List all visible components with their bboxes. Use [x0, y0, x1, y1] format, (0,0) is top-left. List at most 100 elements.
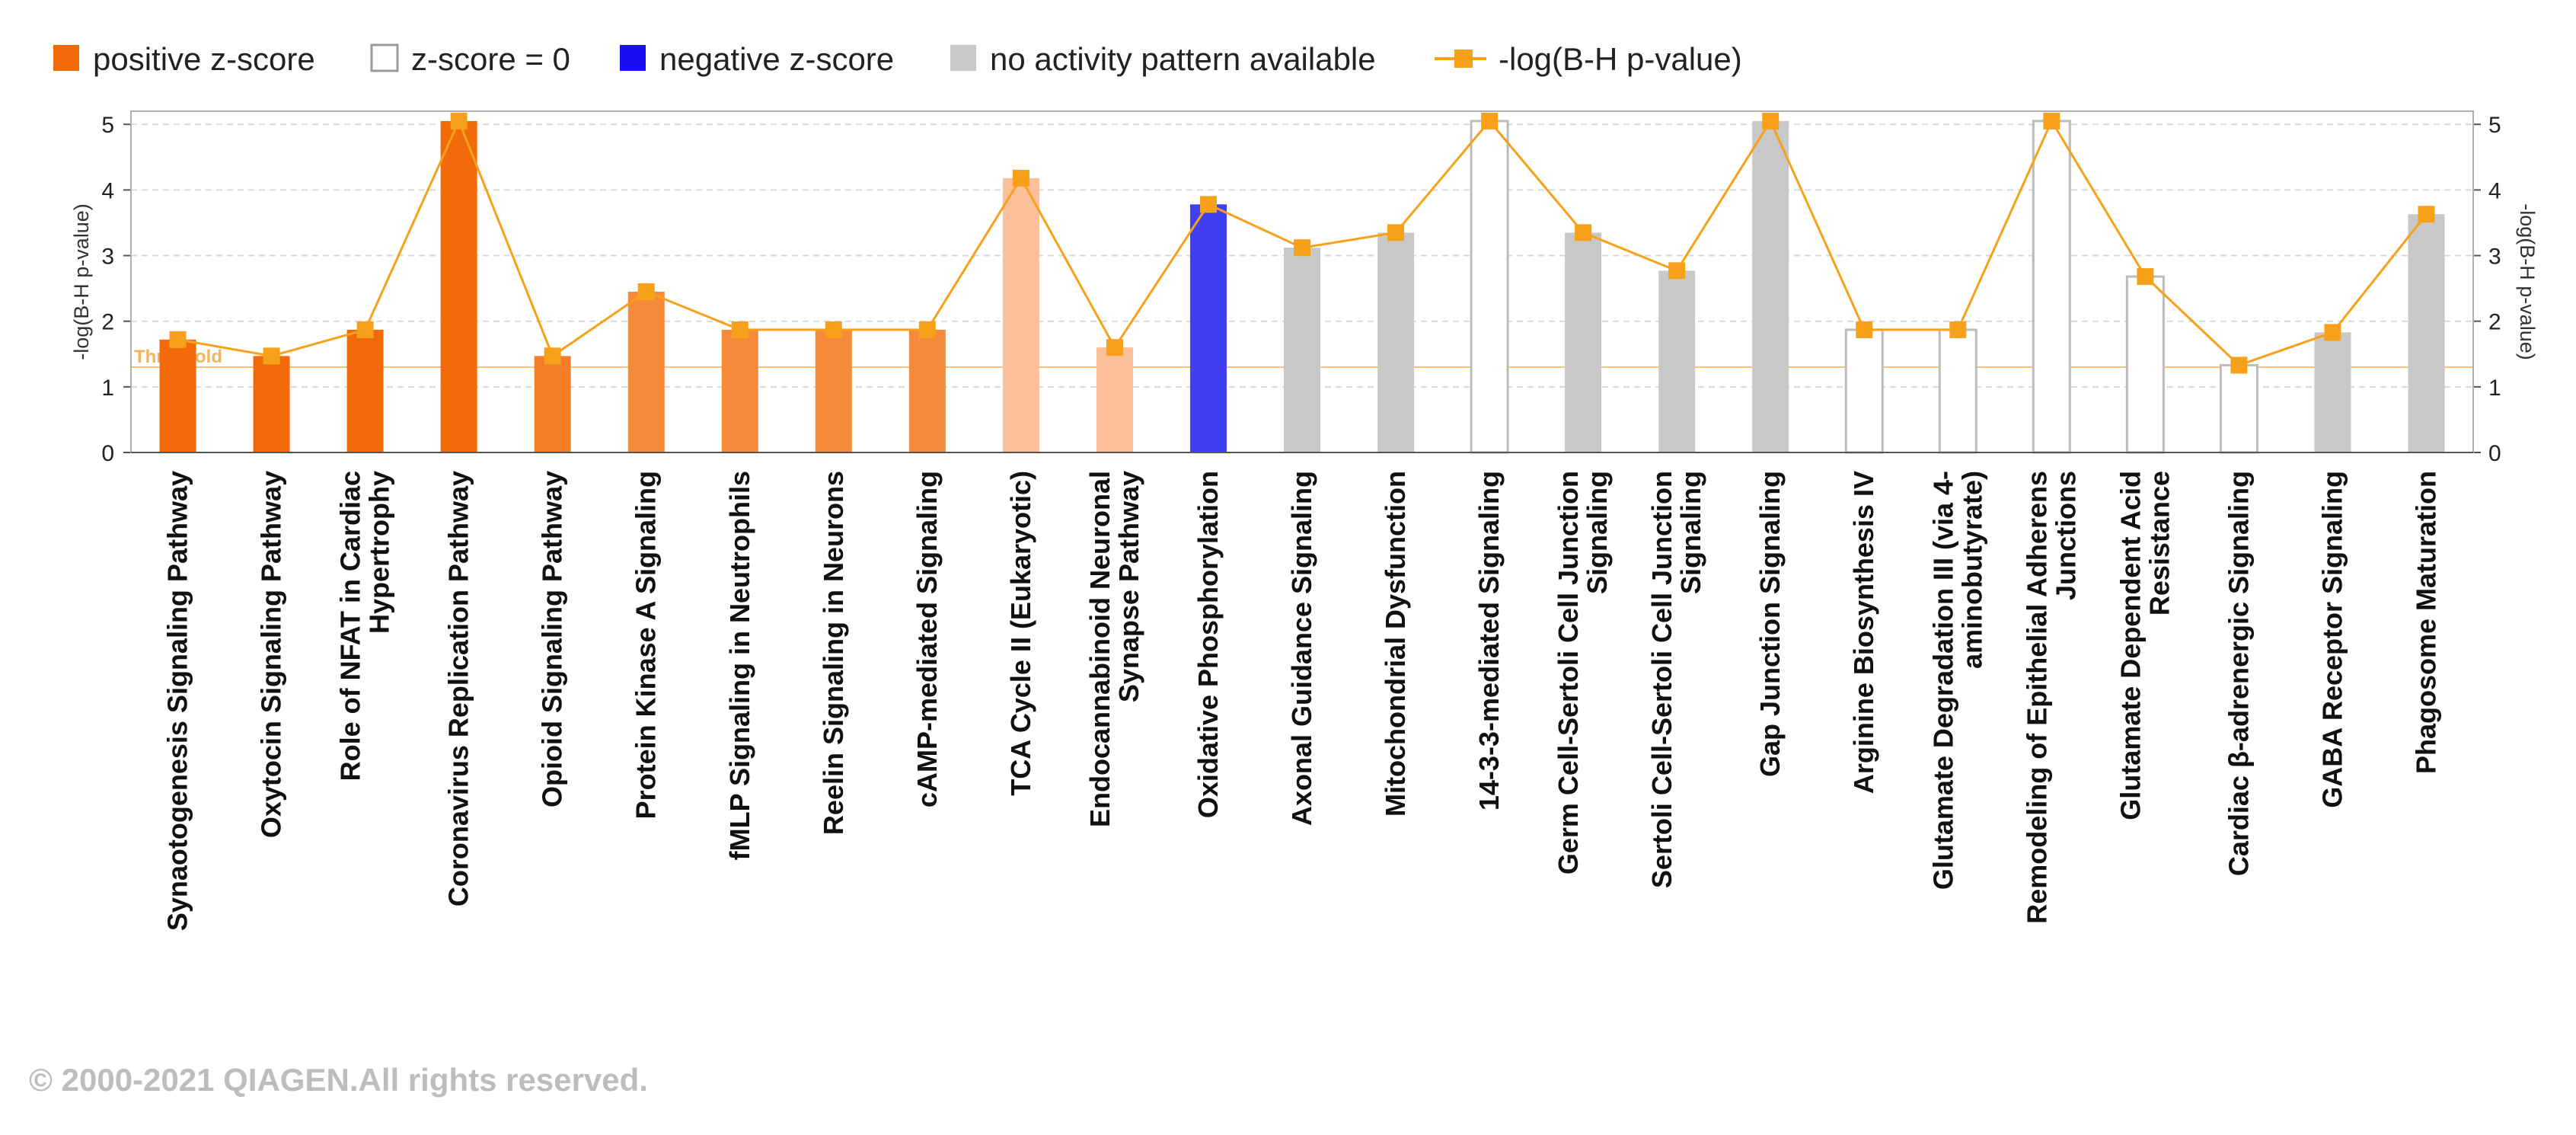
legend-swatch	[53, 45, 79, 71]
y-tick-label: 0	[101, 441, 114, 466]
category-label-line: Coronavirus Replication Pathway	[443, 471, 474, 906]
category-label: fMLP Signaling in Neutrophils	[724, 471, 755, 860]
category-label: Reelin Signaling in Neurons	[818, 471, 849, 835]
category-label: Remodeling of Epithelial AdherensJunctio…	[2021, 471, 2081, 924]
category-label: Synaotogenesis Signaling Pathway	[162, 471, 193, 931]
pvalue-point	[1294, 239, 1310, 257]
pvalue-point	[544, 347, 561, 365]
y2-tick-label: 2	[2488, 310, 2501, 335]
pvalue-point	[918, 321, 936, 338]
y2-tick-label: 5	[2488, 113, 2501, 138]
bar	[627, 291, 665, 452]
category-label: 14-3-3-mediated Signaling	[1473, 471, 1505, 810]
pvalue-point	[1012, 169, 1029, 187]
legend-item: positive z-score	[53, 41, 315, 77]
bar	[815, 329, 852, 452]
category-label-line: Signaling	[1675, 471, 1706, 594]
legend-label: -log(B-H p-value)	[1499, 41, 1742, 77]
y2-tick-label: 1	[2488, 376, 2501, 401]
legend-item: negative z-score	[620, 41, 894, 77]
pvalue-point	[356, 321, 374, 338]
category-label-line: Germ Cell-Sertoli Cell Junction	[1553, 471, 1584, 874]
category-label-line: Hypertrophy	[364, 471, 395, 634]
category-label-line: Junctions	[2050, 471, 2081, 600]
legend-swatch	[950, 45, 976, 71]
pvalue-point	[1106, 339, 1123, 356]
category-label: Coronavirus Replication Pathway	[443, 471, 474, 906]
category-label-line: Phagosome Maturation	[2410, 471, 2441, 774]
axes: 0 0 1 1 2 2 3 3 4 4 5 5 -log(B-H p-value) -log(B-H p-…	[70, 110, 2539, 466]
category-label-line: Opioid Signaling Pathway	[537, 471, 568, 807]
category-label: Protein Kinase A Signaling	[630, 471, 662, 819]
category-label: Axonal Guidance Signaling	[1286, 471, 1317, 826]
bar	[1284, 248, 1320, 452]
y2-tick-label: 0	[2488, 441, 2501, 466]
pvalue-point	[2137, 268, 2154, 286]
pvalue-point	[1762, 112, 1780, 129]
category-label-line: Oxidative Phosphorylation	[1192, 471, 1224, 818]
category-label: Gap Junction Signaling	[1754, 471, 1786, 777]
category-label-line: Role of NFAT in Cardiac	[335, 471, 366, 781]
bar	[1565, 232, 1602, 452]
pvalue-line	[169, 112, 2435, 374]
bar	[2408, 214, 2445, 452]
y2-tick-label: 3	[2488, 245, 2501, 270]
pvalue-point	[637, 283, 655, 300]
copyright-text: © 2000-2021 QIAGEN.All rights reserved.	[29, 1062, 648, 1098]
category-label-line: Mitochondrial Dysfunction	[1380, 471, 1411, 817]
gridlines	[131, 123, 2473, 388]
legend-item: no activity pattern available	[950, 41, 1376, 77]
bar	[2314, 332, 2351, 452]
category-label-line: fMLP Signaling in Neutrophils	[724, 471, 755, 860]
y-tick-label: 1	[101, 376, 114, 401]
y-axis-title: -log(B-H p-value)	[70, 203, 93, 360]
category-label: GABA Receptor Signaling	[2316, 471, 2348, 808]
category-label-line: Protein Kinase A Signaling	[630, 471, 662, 819]
bar	[1096, 347, 1133, 452]
bar	[1002, 177, 1039, 452]
bar	[721, 329, 758, 452]
category-label-line: Reelin Signaling in Neurons	[818, 471, 849, 835]
bar	[908, 329, 946, 452]
pvalue-point	[450, 112, 468, 129]
bar	[440, 120, 477, 452]
pvalue-point	[1199, 196, 1217, 213]
bars	[159, 120, 2445, 454]
category-label: TCA Cycle II (Eukaryotic)	[1005, 471, 1036, 796]
y2-axis-title: -log(B-H p-value)	[2516, 203, 2539, 360]
legend-marker-swatch	[1454, 50, 1473, 68]
bar	[1938, 328, 1977, 454]
pvalue-point	[1575, 224, 1592, 241]
bar	[346, 329, 384, 452]
bar	[1844, 328, 1884, 454]
category-label-line: aminobutyrate)	[1956, 471, 1987, 669]
category-label-line: cAMP-mediated Signaling	[911, 471, 943, 807]
legend: positive z-score z-score = 0 negative z-sc…	[53, 41, 1742, 77]
category-labels: Synaotogenesis Signaling Pathway Oxytocin…	[162, 471, 2442, 931]
category-label-line: Gap Junction Signaling	[1754, 471, 1786, 777]
legend-label: no activity pattern available	[990, 41, 1376, 77]
pvalue-point	[1668, 262, 1686, 280]
category-label-line: Glutamate Dependent Acid	[2115, 471, 2146, 820]
bar	[2125, 275, 2165, 454]
category-label: Oxytocin Signaling Pathway	[256, 471, 287, 838]
category-label-line: Cardiac β-adrenergic Signaling	[2223, 471, 2254, 876]
category-label-line: Synaotogenesis Signaling Pathway	[162, 471, 193, 931]
bar	[534, 356, 571, 452]
y-tick-label: 3	[101, 245, 114, 270]
bar	[159, 339, 196, 452]
pvalue-point	[2230, 356, 2248, 374]
bar	[1377, 232, 1415, 452]
category-label: Cardiac β-adrenergic Signaling	[2223, 471, 2254, 876]
legend-label: negative z-score	[659, 41, 894, 77]
legend-item: -log(B-H p-value)	[1435, 41, 1742, 77]
pvalue-point	[263, 347, 280, 365]
pvalue-point	[825, 321, 842, 338]
pvalue-point	[1949, 321, 1967, 338]
category-label-line: Remodeling of Epithelial Adherens	[2021, 471, 2052, 924]
pvalue-point	[2043, 112, 2060, 129]
